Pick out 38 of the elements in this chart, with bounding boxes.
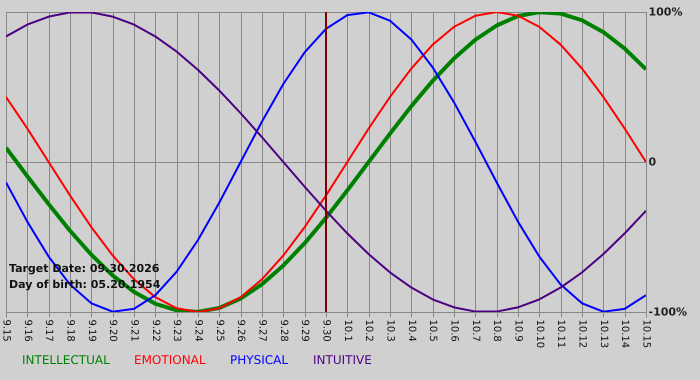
x-tick-label: 9.15 (0, 320, 12, 342)
x-tick-label: 10.10 (534, 320, 545, 348)
x-tick-label: 10.5 (427, 320, 438, 342)
x-tick-label: 9.25 (214, 320, 225, 342)
x-tick-label: 9.29 (299, 320, 310, 342)
x-tick-label: 10.13 (598, 320, 609, 348)
x-tick-label: 9.24 (192, 320, 204, 342)
x-tick-label: 10.15 (640, 320, 652, 348)
x-tick-label: 9.28 (278, 320, 289, 342)
x-tick-label: 9.27 (256, 320, 268, 342)
y-tick-label: -100% (648, 306, 688, 318)
x-tick-label: 10.8 (491, 320, 502, 342)
x-tick-label: 10.1 (342, 320, 353, 342)
x-tick-label: 10.3 (384, 320, 396, 342)
x-tick-label: 9.18 (64, 320, 76, 342)
x-tick-label: 10.9 (512, 320, 524, 342)
x-tick-label: 10.7 (470, 320, 481, 342)
x-tick-label: 10.14 (619, 320, 630, 348)
x-tick-label: 9.16 (22, 320, 33, 342)
x-tick-label: 10.11 (555, 320, 566, 348)
x-tick-label: 10.12 (576, 320, 588, 348)
x-tick-label: 9.21 (128, 320, 140, 342)
text: INTUITIVE (313, 353, 372, 367)
text: EMOTIONAL (134, 353, 206, 367)
y-tick-label: 100% (648, 6, 682, 18)
x-tick-label: 9.22 (150, 320, 161, 342)
x-tick-label: 9.23 (171, 320, 182, 342)
x-tick-label: 10.6 (448, 320, 460, 342)
text: PHYSICAL (230, 353, 288, 367)
text: INTELLECTUAL (22, 353, 110, 367)
x-tick-label: 9.19 (86, 320, 97, 342)
y-tick-label: 0 (648, 156, 656, 168)
x-tick-label: 9.26 (235, 320, 246, 342)
x-tick-label: 9.17 (43, 320, 54, 342)
x-tick-label: 9.20 (107, 320, 118, 342)
x-tick-label: 10.4 (406, 320, 417, 342)
x-tick-label: 9.30 (320, 320, 332, 342)
x-tick-label: 10.2 (363, 320, 374, 342)
